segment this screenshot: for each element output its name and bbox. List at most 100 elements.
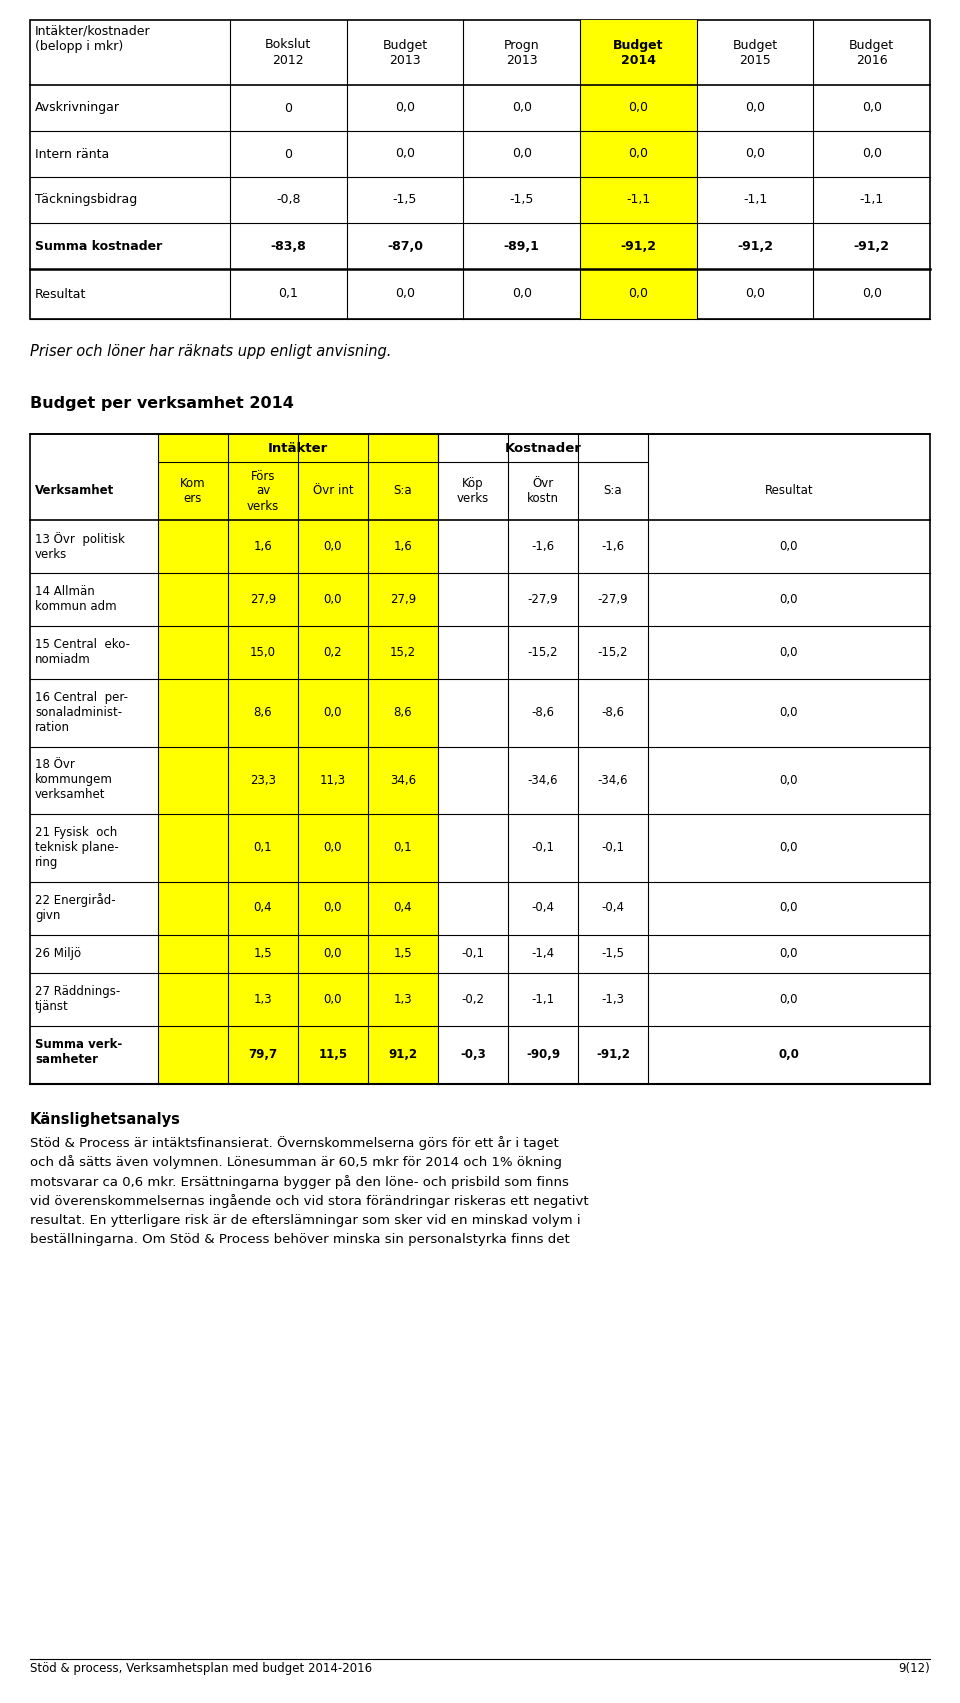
Text: 0,0: 0,0 — [862, 288, 881, 300]
Text: -0,1: -0,1 — [532, 841, 555, 855]
Text: 0,0: 0,0 — [780, 841, 799, 855]
Text: 27 Räddnings-
tjänst: 27 Räddnings- tjänst — [35, 984, 120, 1013]
Text: 1,6: 1,6 — [253, 540, 273, 553]
Text: Intäkter/kostnader
(belopp i mkr): Intäkter/kostnader (belopp i mkr) — [35, 26, 151, 53]
Text: 0,0: 0,0 — [745, 288, 765, 300]
Text: 8,6: 8,6 — [394, 707, 412, 719]
Text: -91,2: -91,2 — [853, 240, 890, 252]
Text: Intern ränta: Intern ränta — [35, 148, 109, 160]
Text: 15 Central  eko-
nomiadm: 15 Central eko- nomiadm — [35, 639, 130, 666]
Text: resultat. En ytterligare risk är de efterslämningar som sker vid en minskad voly: resultat. En ytterligare risk är de efte… — [30, 1214, 581, 1226]
Text: -27,9: -27,9 — [528, 593, 559, 606]
Text: -27,9: -27,9 — [598, 593, 628, 606]
Text: 0,0: 0,0 — [780, 645, 799, 659]
Text: 0,0: 0,0 — [780, 540, 799, 553]
Bar — [158, 679, 438, 746]
Text: Budget
2015: Budget 2015 — [732, 39, 778, 66]
Text: -0,1: -0,1 — [602, 841, 625, 855]
Text: -0,3: -0,3 — [460, 1049, 486, 1061]
Text: 0,0: 0,0 — [862, 148, 881, 160]
Text: -1,1: -1,1 — [743, 194, 767, 206]
Text: 23,3: 23,3 — [250, 773, 276, 787]
Bar — [158, 434, 438, 462]
Text: 0,1: 0,1 — [394, 841, 412, 855]
Text: -0,8: -0,8 — [276, 194, 300, 206]
Text: -87,0: -87,0 — [387, 240, 423, 252]
Bar — [580, 20, 697, 85]
Bar — [158, 572, 438, 627]
Bar — [158, 882, 438, 935]
Text: 0,0: 0,0 — [780, 947, 799, 960]
Text: 15,2: 15,2 — [390, 645, 416, 659]
Text: -0,2: -0,2 — [462, 993, 485, 1006]
Text: 0,0: 0,0 — [324, 593, 343, 606]
Text: och då sätts även volymnen. Lönesumman är 60,5 mkr för 2014 och 1% ökning: och då sätts även volymnen. Lönesumman ä… — [30, 1156, 562, 1170]
Text: -1,1: -1,1 — [626, 194, 651, 206]
Text: 0,0: 0,0 — [629, 148, 648, 160]
Text: Budget per verksamhet 2014: Budget per verksamhet 2014 — [30, 397, 294, 410]
Text: 18 Övr
kommungem
verksamhet: 18 Övr kommungem verksamhet — [35, 758, 113, 802]
Text: 0,0: 0,0 — [629, 288, 648, 300]
Text: 0,0: 0,0 — [324, 901, 343, 915]
Text: 0,0: 0,0 — [324, 707, 343, 719]
Bar — [580, 269, 697, 318]
Text: Budget
2013: Budget 2013 — [382, 39, 427, 66]
Text: 22 Energiråd-
givn: 22 Energiråd- givn — [35, 894, 115, 923]
Text: Känslighetsanalys: Känslighetsanalys — [30, 1112, 180, 1127]
Text: 1,5: 1,5 — [394, 947, 412, 960]
Text: 0: 0 — [284, 102, 293, 114]
Bar — [30, 20, 930, 318]
Text: 9(12): 9(12) — [899, 1662, 930, 1676]
Text: 91,2: 91,2 — [389, 1049, 418, 1061]
Text: vid överenskommelsernas ingående och vid stora förändringar riskeras ett negativ: vid överenskommelsernas ingående och vid… — [30, 1194, 588, 1209]
Bar — [30, 434, 930, 1085]
Text: -34,6: -34,6 — [528, 773, 559, 787]
Text: 0,0: 0,0 — [780, 993, 799, 1006]
Text: 21 Fysisk  och
teknisk plane-
ring: 21 Fysisk och teknisk plane- ring — [35, 826, 119, 869]
Text: Bokslut
2012: Bokslut 2012 — [265, 39, 311, 66]
Text: 0,0: 0,0 — [324, 993, 343, 1006]
Bar — [158, 814, 438, 882]
Text: 1,3: 1,3 — [253, 993, 273, 1006]
Text: Stöd & process, Verksamhetsplan med budget 2014-2016: Stöd & process, Verksamhetsplan med budg… — [30, 1662, 372, 1676]
Bar — [580, 85, 697, 131]
Text: 0,0: 0,0 — [780, 707, 799, 719]
Text: Budget
2016: Budget 2016 — [849, 39, 894, 66]
Text: 0,0: 0,0 — [324, 841, 343, 855]
Text: Budget
2014: Budget 2014 — [613, 39, 663, 66]
Text: -0,4: -0,4 — [532, 901, 555, 915]
Text: Förs
av
verks: Förs av verks — [247, 470, 279, 513]
Text: Verksamhet: Verksamhet — [35, 484, 114, 497]
Text: -91,2: -91,2 — [596, 1049, 630, 1061]
Text: 0,2: 0,2 — [324, 645, 343, 659]
Text: -91,2: -91,2 — [620, 240, 657, 252]
Text: Täckningsbidrag: Täckningsbidrag — [35, 194, 137, 206]
Text: Kom
ers: Kom ers — [180, 477, 205, 506]
Text: Resultat: Resultat — [35, 288, 86, 300]
Bar — [580, 131, 697, 177]
Text: 79,7: 79,7 — [249, 1049, 277, 1061]
Text: S:a: S:a — [394, 484, 412, 497]
Text: -0,4: -0,4 — [602, 901, 625, 915]
Text: -1,5: -1,5 — [393, 194, 418, 206]
Text: -1,3: -1,3 — [602, 993, 625, 1006]
Text: 0,0: 0,0 — [395, 102, 415, 114]
Text: 0,4: 0,4 — [253, 901, 273, 915]
Bar — [158, 627, 438, 679]
Text: 27,9: 27,9 — [390, 593, 416, 606]
Text: -1,1: -1,1 — [859, 194, 884, 206]
Text: 0,1: 0,1 — [278, 288, 299, 300]
Text: -1,5: -1,5 — [510, 194, 534, 206]
Bar — [158, 462, 438, 519]
Bar — [580, 223, 697, 269]
Text: 0,0: 0,0 — [862, 102, 881, 114]
Text: 34,6: 34,6 — [390, 773, 416, 787]
Bar — [158, 1025, 438, 1085]
Text: Avskrivningar: Avskrivningar — [35, 102, 120, 114]
Text: 16 Central  per-
sonaladminist-
ration: 16 Central per- sonaladminist- ration — [35, 691, 128, 734]
Text: Intäkter: Intäkter — [268, 441, 328, 455]
Text: Progn
2013: Progn 2013 — [504, 39, 540, 66]
Bar — [580, 177, 697, 223]
Text: 15,0: 15,0 — [250, 645, 276, 659]
Text: 13 Övr  politisk
verks: 13 Övr politisk verks — [35, 531, 125, 560]
